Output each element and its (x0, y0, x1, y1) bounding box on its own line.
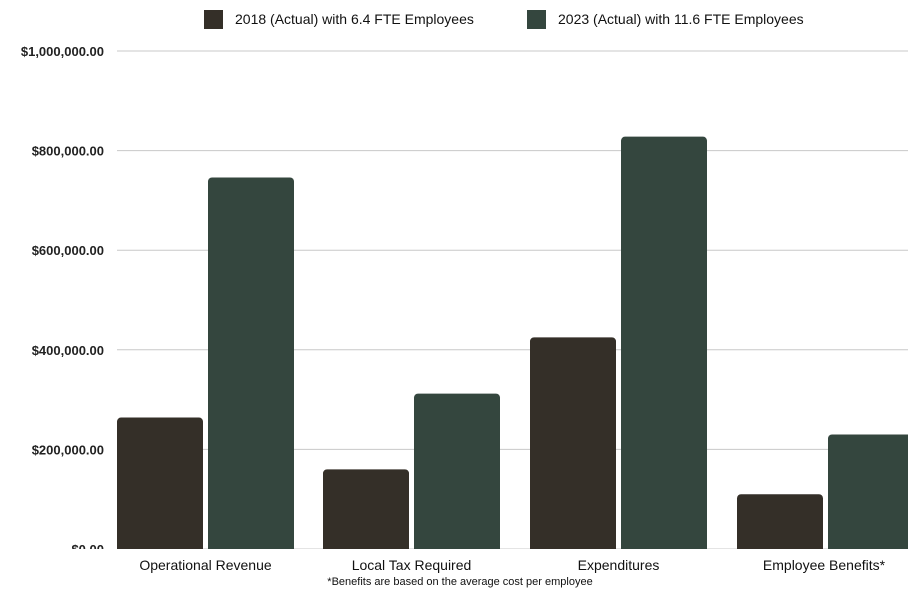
bar-local-tax-required-2023 (414, 393, 500, 553)
legend-label-2023: 2023 (Actual) with 11.6 FTE Employees (558, 11, 804, 27)
bar-employee-benefits-2018 (737, 494, 823, 553)
y-tick-label: $400,000.00 (32, 343, 104, 358)
legend-swatch-2018 (204, 10, 223, 29)
bar-expenditures-2023 (621, 136, 707, 553)
legend-swatch-2023 (527, 10, 546, 29)
y-tick-label: $600,000.00 (32, 243, 104, 258)
x-axis-category-labels: Operational Revenue Local Tax Required Exp… (139, 557, 885, 573)
bar-employee-benefits-2023 (828, 434, 908, 553)
x-category-label: Operational Revenue (139, 557, 272, 573)
bar-operational-revenue-2018 (117, 417, 203, 553)
y-tick-label: $200,000.00 (32, 442, 104, 457)
y-axis-tick-labels: $0.00$200,000.00$400,000.00$600,000.00$8… (21, 44, 104, 557)
bar-operational-revenue-2023 (208, 177, 294, 553)
legend: 2018 (Actual) with 6.4 FTE Employees 202… (204, 10, 804, 29)
y-tick-label: $800,000.00 (32, 144, 104, 159)
footnote: *Benefits are based on the average cost … (327, 576, 592, 588)
x-category-label: Employee Benefits* (763, 557, 886, 573)
y-tick-label: $1,000,000.00 (21, 44, 104, 59)
baseline-mask (0, 549, 908, 559)
bar-local-tax-required-2018 (323, 469, 409, 553)
legend-label-2018: 2018 (Actual) with 6.4 FTE Employees (235, 11, 474, 27)
x-category-label: Local Tax Required (352, 557, 472, 573)
bar-expenditures-2018 (530, 337, 616, 553)
x-category-label: Expenditures (578, 557, 660, 573)
bars (0, 136, 908, 559)
